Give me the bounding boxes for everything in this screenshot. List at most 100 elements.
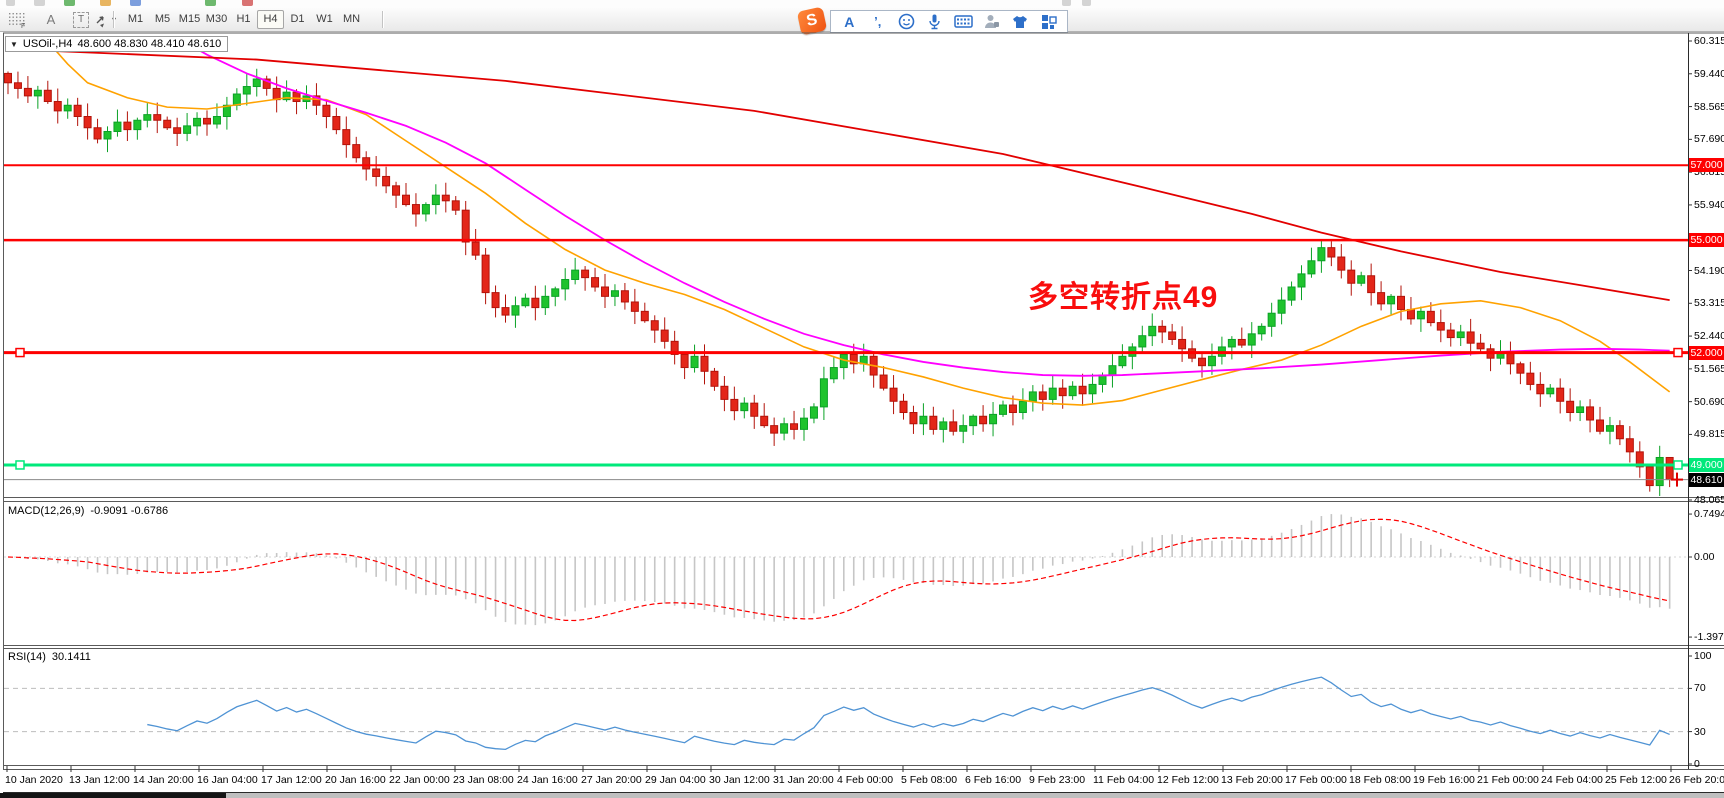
timeframe-button-w1[interactable]: W1 <box>316 13 333 25</box>
time-label: 21 Feb 00:00 <box>1477 774 1539 786</box>
time-label: 18 Feb 08:00 <box>1349 774 1411 786</box>
text-object-icon[interactable]: T <box>70 10 92 29</box>
time-label: 17 Jan 12:00 <box>261 774 322 786</box>
price-label: 48.065 <box>1694 494 1724 506</box>
svg-text:F: F <box>21 23 25 29</box>
skin-icon[interactable] <box>1009 12 1031 31</box>
timeframe-button-m1[interactable]: M1 <box>127 13 144 25</box>
macd-axis-label: 0.7494 <box>1694 508 1724 521</box>
macd-title-label: MACD(12,26,9) <box>8 505 85 517</box>
time-label: 31 Jan 20:00 <box>773 774 834 786</box>
candles[interactable] <box>4 68 1674 499</box>
clipped-icon <box>130 0 141 6</box>
time-label: 4 Feb 00:00 <box>837 774 894 786</box>
rsi-axis-label: 70 <box>1694 682 1706 695</box>
time-label: 29 Jan 04:00 <box>645 774 706 786</box>
clipped-icon <box>1082 0 1091 6</box>
price-label: 51.565 <box>1694 362 1724 375</box>
toolbar-divider <box>113 11 114 28</box>
time-label: 24 Jan 16:00 <box>517 774 578 786</box>
price-cross-marker <box>1671 472 1683 487</box>
hline-49.000[interactable] <box>4 460 1688 470</box>
punctuation-icon[interactable]: ’, <box>874 14 882 29</box>
bottom-edge <box>0 793 1724 798</box>
macd-panel <box>4 514 1688 626</box>
snap-grid-icon[interactable]: F <box>6 10 28 29</box>
timeframe-button-h1[interactable]: H1 <box>236 13 251 25</box>
ma-slow-red <box>7 48 1670 301</box>
timeframe-button-m5[interactable]: M5 <box>154 13 171 25</box>
timeframe-button-mn[interactable]: MN <box>342 13 361 25</box>
price-label: 60.315 <box>1694 35 1724 47</box>
macd-signal-line <box>7 518 1670 622</box>
time-label: 20 Jan 16:00 <box>325 774 386 786</box>
keyboard-icon[interactable] <box>952 12 974 31</box>
time-label: 5 Feb 08:00 <box>901 774 958 786</box>
macd-axis-label: 0.00 <box>1694 551 1715 563</box>
time-label: 9 Feb 23:00 <box>1029 774 1086 786</box>
price-label: 58.565 <box>1694 100 1724 113</box>
time-label: 22 Jan 00:00 <box>389 774 450 786</box>
taskbar-peek <box>0 793 226 798</box>
symbol-dropdown-caret[interactable]: ▼ <box>10 39 18 49</box>
hline-52.000[interactable] <box>4 347 1688 358</box>
clipped-icon <box>242 0 253 6</box>
price-label: 54.190 <box>1694 264 1724 277</box>
timeframe-button-m15[interactable]: M15 <box>178 13 201 25</box>
clipped-icon <box>1062 0 1071 6</box>
time-label: 14 Jan 20:00 <box>133 774 194 786</box>
price-label: 59.440 <box>1694 67 1724 80</box>
main-chart-panel <box>4 37 1688 499</box>
rsi-panel-title: RSI(14) 30.1411 <box>8 651 91 663</box>
price-label: 52.440 <box>1694 330 1724 343</box>
symbol-title: USOil-,H4 <box>22 38 73 50</box>
toolbox-icon[interactable] <box>1038 12 1060 31</box>
emoji-icon[interactable] <box>895 12 917 31</box>
rsi-panel <box>4 676 1688 750</box>
price-label: 49.815 <box>1694 428 1724 441</box>
current-price-flag: 48.610 <box>1689 472 1724 487</box>
clipped-upper-toolbar <box>0 0 1724 8</box>
voice-input-icon[interactable] <box>924 12 946 31</box>
timeframe-button-m30[interactable]: M30 <box>205 13 228 25</box>
ohlc-values: 48.600 48.830 48.410 48.610 <box>77 38 222 50</box>
toolbar-divider <box>382 11 383 28</box>
macd-title-values: -0.9091 -0.6786 <box>90 505 169 517</box>
clipped-icon <box>34 0 45 6</box>
clipped-icon <box>100 0 111 6</box>
rsi-title-label: RSI(14) <box>8 651 46 663</box>
chart-annotation-text[interactable]: 多空转折点49 <box>1028 281 1219 314</box>
time-label: 23 Jan 08:00 <box>453 774 514 786</box>
time-label: 25 Feb 12:00 <box>1605 774 1667 786</box>
time-label: 12 Feb 12:00 <box>1157 774 1219 786</box>
letter-mode-icon[interactable]: A <box>844 13 855 30</box>
time-label: 16 Jan 04:00 <box>197 774 258 786</box>
rsi-title-value: 30.1411 <box>51 651 91 663</box>
price-flag-55.000: 55.000 <box>1689 233 1724 248</box>
time-label: 30 Jan 12:00 <box>709 774 770 786</box>
font-icon[interactable]: A <box>46 12 56 27</box>
time-label: 11 Feb 04:00 <box>1093 774 1155 786</box>
price-label: 53.315 <box>1694 297 1724 310</box>
price-flag-57.000: 57.000 <box>1689 158 1724 173</box>
price-label: 50.690 <box>1694 395 1724 408</box>
time-label: 10 Jan 2020 <box>5 774 63 786</box>
rsi-line <box>147 676 1670 750</box>
time-label: 24 Feb 04:00 <box>1541 774 1603 786</box>
time-label: 6 Feb 16:00 <box>965 774 1022 786</box>
time-label: 13 Jan 12:00 <box>69 774 130 786</box>
time-label: 17 Feb 00:00 <box>1285 774 1347 786</box>
account-icon[interactable] <box>981 12 1003 31</box>
timeframe-button-h4[interactable]: H4 <box>257 10 284 29</box>
timeframe-button-d1[interactable]: D1 <box>290 13 305 25</box>
price-label: 57.690 <box>1694 133 1724 146</box>
ma-fast-orange <box>47 41 1671 406</box>
ma-mid-magenta <box>176 37 1670 377</box>
time-label: 26 Feb 20:00 <box>1669 774 1724 786</box>
macd-axis-label: -1.3973 <box>1694 631 1724 644</box>
time-label: 27 Jan 20:00 <box>581 774 642 786</box>
clipped-icon <box>205 0 216 6</box>
rsi-axis-label: 30 <box>1694 725 1706 738</box>
